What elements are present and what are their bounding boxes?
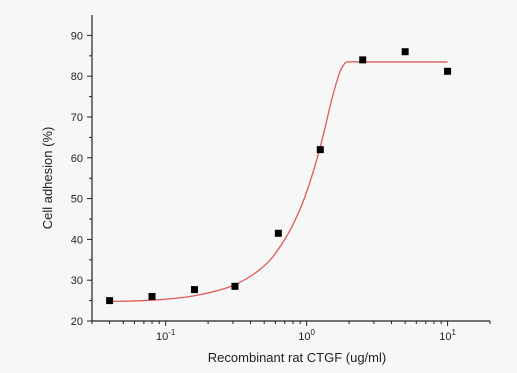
data-points-layer bbox=[106, 48, 452, 305]
x-axis-label: Recombinant rat CTGF (ug/ml) bbox=[208, 350, 386, 365]
fit-curve bbox=[109, 61, 448, 303]
data-point bbox=[106, 297, 114, 305]
x-tick-label: 10-1 bbox=[156, 328, 176, 343]
y-tick-label: 40 bbox=[71, 234, 83, 246]
y-tick-label: 70 bbox=[71, 112, 83, 124]
x-tick-label: 100 bbox=[298, 328, 315, 343]
data-point bbox=[359, 56, 367, 64]
x-tick-label: 101 bbox=[439, 328, 456, 343]
axes bbox=[91, 15, 490, 322]
y-tick-label: 30 bbox=[71, 275, 83, 287]
y-tick-label: 50 bbox=[71, 194, 83, 206]
y-tick-label: 20 bbox=[71, 316, 83, 328]
y-axis-label: Cell adhesion (%) bbox=[40, 127, 55, 230]
data-point bbox=[231, 282, 239, 290]
y-tick-label: 90 bbox=[71, 30, 83, 42]
data-point bbox=[274, 229, 282, 237]
data-point bbox=[444, 67, 452, 75]
ticks: 20 30 40 50 60 70 80 90 10-1 100 101 bbox=[71, 30, 491, 343]
fit-curve-layer bbox=[109, 61, 448, 303]
y-tick-label: 60 bbox=[71, 153, 83, 165]
y-tick-label: 80 bbox=[71, 71, 83, 83]
data-point bbox=[190, 286, 198, 294]
data-point bbox=[316, 146, 324, 154]
data-point bbox=[401, 48, 409, 56]
data-point bbox=[148, 293, 156, 301]
